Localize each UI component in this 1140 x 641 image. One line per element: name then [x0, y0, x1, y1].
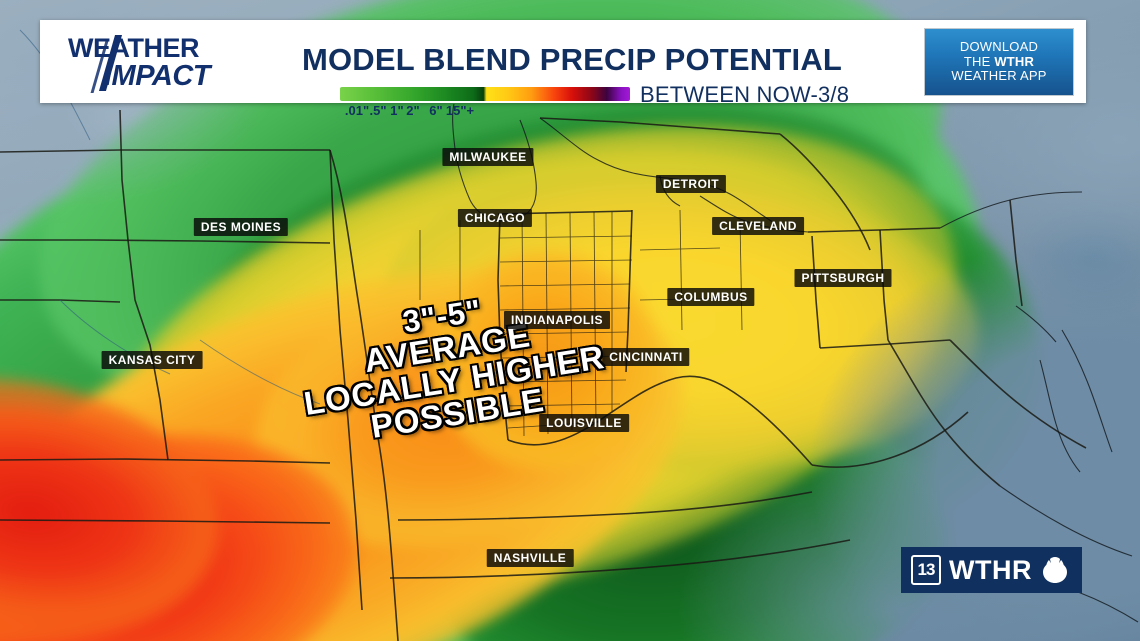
city-label: PITTSBURGH [794, 269, 892, 287]
app-button-line-2: THE WTHR [963, 53, 1035, 70]
station-logo: 13 WTHR [901, 547, 1082, 593]
legend-gradient-bar [340, 87, 630, 101]
city-label: CINCINNATI [602, 348, 690, 366]
city-label: DES MOINES [193, 218, 289, 236]
legend-tick-labels: .01" .5" 1" 2" 6" 15"+ [310, 103, 630, 119]
station-callsign: WTHR [949, 554, 1032, 585]
channel-number: 13 [911, 555, 942, 585]
city-label: CLEVELAND [712, 217, 804, 235]
download-app-button[interactable]: DOWNLOAD THE WTHR WEATHER APP [924, 28, 1074, 96]
city-label: INDIANAPOLIS [503, 311, 611, 329]
app-button-brand: WTHR [994, 53, 1035, 69]
city-label: DETROIT [655, 175, 727, 193]
logo-line-impact: IMPACT [104, 60, 211, 92]
legend-tick: 1" [390, 103, 404, 118]
city-label: LOUISVILLE [539, 414, 629, 432]
legend-tick: 6" [429, 103, 443, 118]
legend-tick: .01" [344, 103, 370, 118]
logo-line-weather: WEATHER [68, 33, 200, 63]
city-label: KANSAS CITY [101, 351, 203, 369]
weather-impact-logo: WEATHER IMPACT [62, 29, 252, 95]
page-subtitle: BETWEEN NOW-3/8 [640, 82, 850, 107]
page-title: MODEL BLEND PRECIP POTENTIAL [301, 42, 843, 77]
city-label: NASHVILLE [486, 549, 574, 567]
app-button-line-1: DOWNLOAD [959, 39, 1039, 55]
app-button-the: THE [963, 53, 995, 69]
legend-tick: 2" [406, 103, 420, 118]
city-label: MILWAUKEE [442, 148, 534, 166]
header-bar: WEATHER IMPACT MODEL BLEND PRECIP POTENT… [40, 20, 1086, 118]
legend-tick: .5" [369, 103, 387, 118]
app-button-line-3: WEATHER APP [951, 68, 1047, 84]
city-label: CHICAGO [457, 209, 533, 227]
city-label: COLUMBUS [667, 288, 755, 306]
legend-tick: 15"+ [445, 103, 475, 118]
nbc-peacock-icon [1043, 557, 1067, 583]
